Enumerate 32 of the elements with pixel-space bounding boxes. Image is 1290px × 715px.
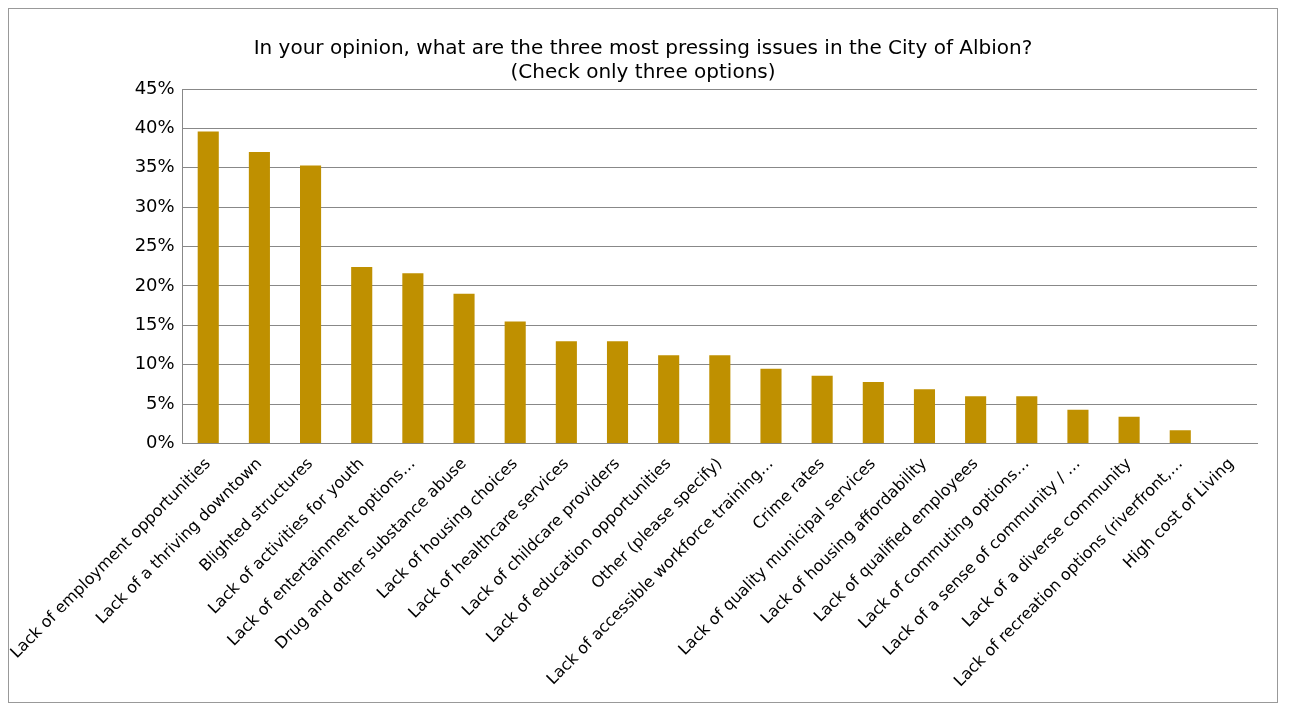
bar xyxy=(197,131,219,444)
y-tick-label: 45% xyxy=(134,76,175,98)
bar xyxy=(504,321,526,444)
bar xyxy=(811,375,833,444)
bar xyxy=(862,382,884,444)
y-tick-label: 25% xyxy=(134,234,175,256)
bar xyxy=(1067,409,1089,444)
y-tick-label: 0% xyxy=(146,431,175,453)
bar xyxy=(453,293,475,444)
bar xyxy=(1169,430,1191,444)
bar xyxy=(555,341,577,444)
y-tick-label: 35% xyxy=(134,155,175,177)
y-tick-label: 5% xyxy=(146,391,175,413)
text: (Check only three options) xyxy=(510,59,776,84)
bar xyxy=(351,267,373,444)
y-tick-label: 30% xyxy=(134,194,175,216)
bar xyxy=(300,165,322,444)
bar xyxy=(709,355,731,444)
bar xyxy=(913,389,936,444)
bar xyxy=(965,396,987,444)
bar xyxy=(606,341,629,444)
bar xyxy=(248,152,270,444)
y-tick-label: 15% xyxy=(134,313,175,335)
text: In your opinion, what are the three most pressing issues in the City of Albion? xyxy=(253,35,1033,60)
y-tick-label: 10% xyxy=(134,352,175,374)
bar xyxy=(402,273,424,444)
y-tick-label: 20% xyxy=(134,273,175,295)
bar xyxy=(1118,416,1140,444)
bar xyxy=(658,355,680,444)
bar xyxy=(760,368,782,444)
bar xyxy=(1016,396,1038,444)
y-tick-label: 40% xyxy=(134,116,175,138)
